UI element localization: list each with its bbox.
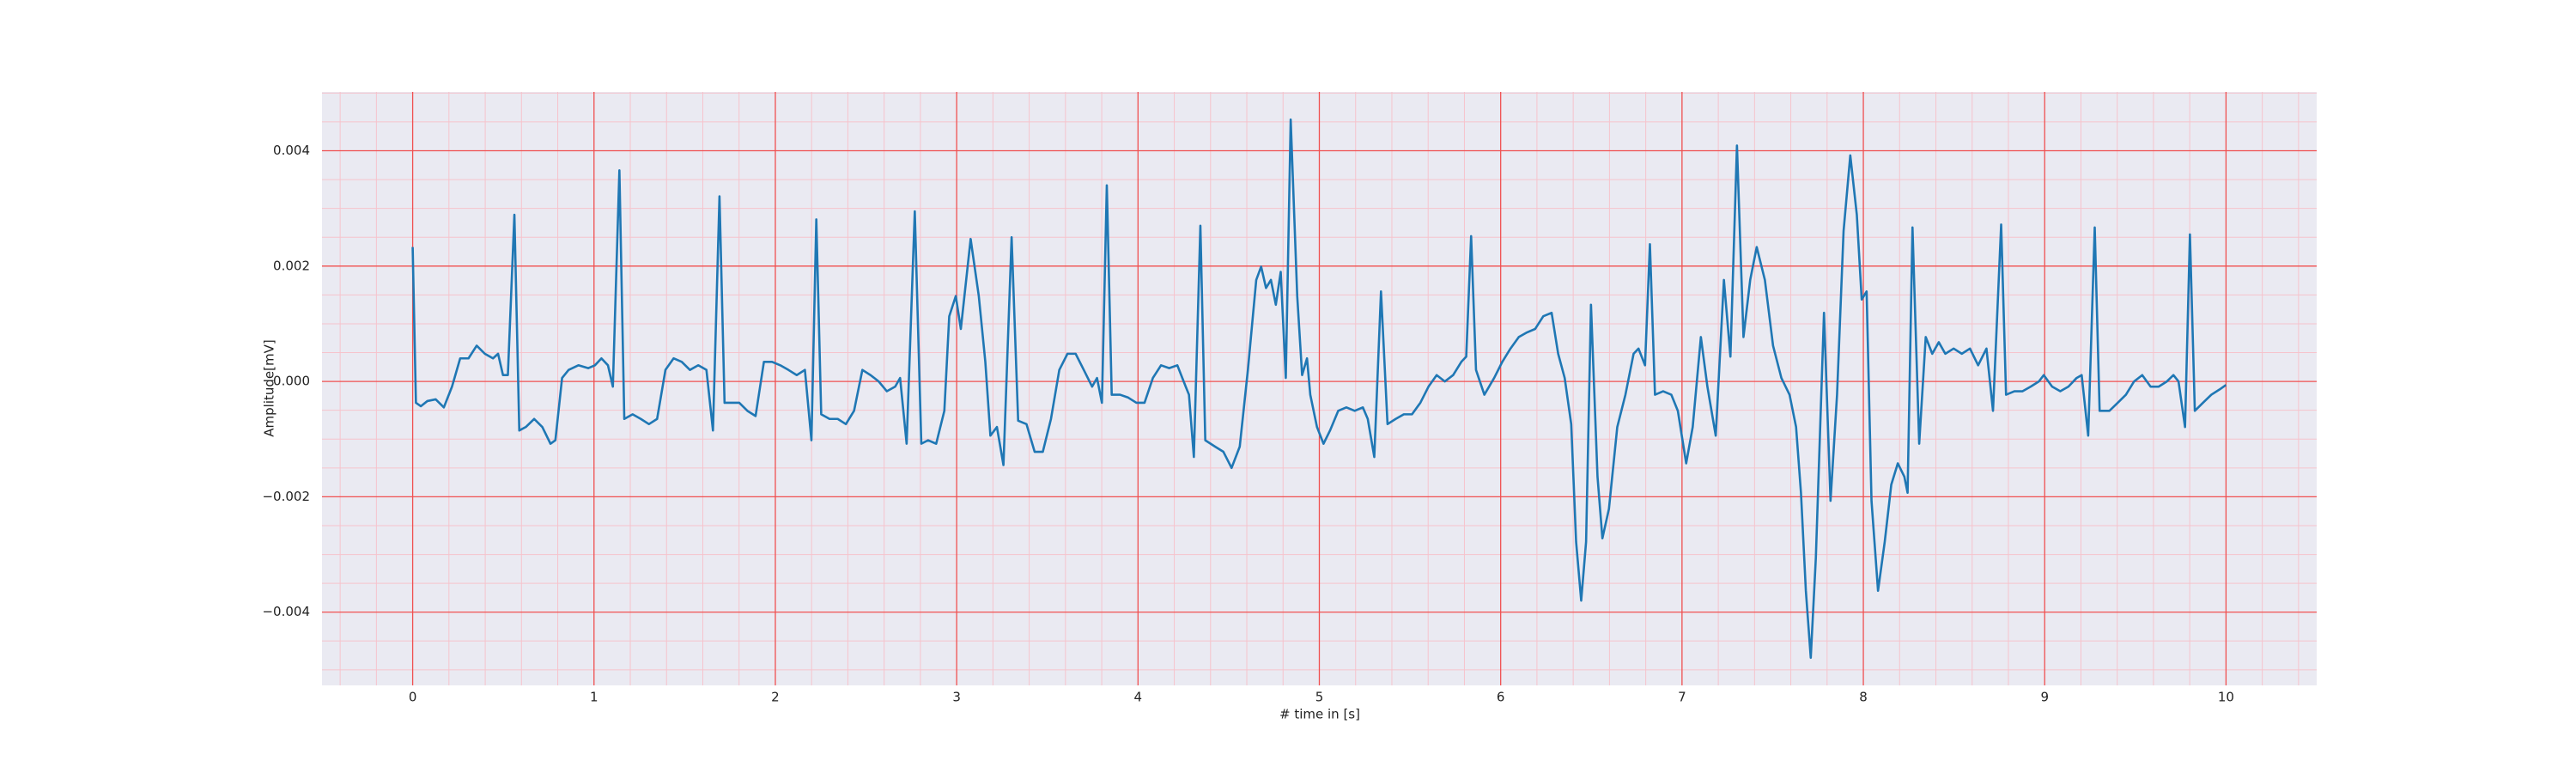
x-tick-label: 1 <box>590 690 598 705</box>
y-tick-label: 0.004 <box>273 143 310 158</box>
x-axis-label: # time in [s] <box>1279 707 1360 722</box>
x-tick-label: 5 <box>1315 690 1324 705</box>
x-tick-label: 9 <box>2040 690 2049 705</box>
y-axis-label: Amplitude[mV] <box>262 339 277 436</box>
x-tick-label: 3 <box>952 690 961 705</box>
x-tick-label: 2 <box>771 690 780 705</box>
x-tick-label: 0 <box>409 690 417 705</box>
y-tick-label: −0.002 <box>262 489 310 504</box>
x-tick-label: 10 <box>2218 690 2234 705</box>
x-tick-label: 8 <box>1859 690 1868 705</box>
signal-line <box>411 118 2227 660</box>
x-tick-label: 4 <box>1134 690 1143 705</box>
y-tick-label: 0.002 <box>273 258 310 273</box>
y-tick-label: 0.000 <box>273 374 310 389</box>
x-tick-label: 7 <box>1678 690 1686 705</box>
x-tick-label: 6 <box>1497 690 1505 705</box>
y-tick-label: −0.004 <box>262 604 310 619</box>
